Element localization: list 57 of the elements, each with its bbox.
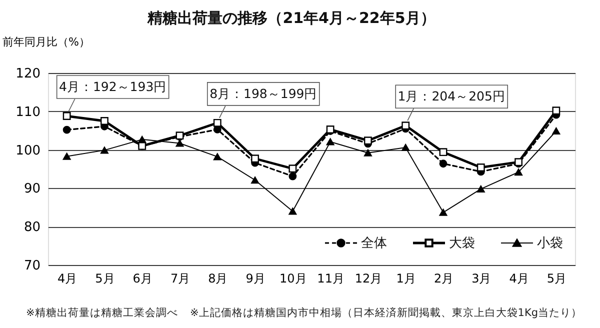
text: ※上記価格は精糖国内市中相場（日本経済新聞掲載、東京上白大袋1Kg当たり）: [190, 306, 582, 319]
point: [439, 160, 448, 168]
point: [100, 146, 108, 154]
annotation: 8月：198～199円: [210, 86, 318, 101]
point: [176, 140, 184, 147]
point: [213, 153, 222, 160]
point: [62, 152, 71, 160]
point: [514, 168, 522, 176]
x-tick-label: 10月: [280, 272, 307, 286]
y-axis-title: 前年同月比（%）: [2, 36, 90, 48]
y-tick-label: 120: [16, 66, 40, 82]
annotation: 4月：192～193円: [58, 79, 167, 94]
x-tick-label: 5月: [546, 272, 566, 286]
point: [439, 148, 448, 156]
point: [288, 208, 297, 215]
point: [62, 126, 71, 134]
point: [476, 185, 485, 192]
chart-title: 精糖出荷量の推移（21年4月～22年5月）: [146, 9, 436, 27]
point: [288, 172, 297, 180]
point: [100, 117, 108, 125]
y-tick-label: 80: [24, 220, 40, 236]
x-tick-label: 8月: [208, 272, 228, 286]
point: [364, 149, 372, 156]
x-tick-label: 3月: [472, 272, 492, 286]
legend-label: 全体: [361, 236, 387, 251]
point: [138, 136, 146, 143]
y-tick-label: 70: [24, 258, 40, 274]
x-tick-label: 6月: [132, 272, 152, 286]
legend-label: 大袋: [449, 236, 475, 251]
x-tick-label: 4月: [509, 272, 529, 286]
x-tick-label: 7月: [170, 272, 190, 286]
x-tick-label: 2月: [434, 272, 454, 286]
point: [326, 138, 334, 146]
point: [251, 176, 259, 184]
y-tick-label: 90: [24, 182, 40, 197]
point: [251, 154, 259, 163]
x-tick-label: 4月: [58, 272, 78, 286]
point: [288, 164, 297, 173]
point: [552, 106, 560, 115]
annotation: 1月：204～205円: [398, 88, 506, 104]
point: [62, 112, 71, 120]
point: [364, 136, 372, 145]
point: [402, 122, 410, 130]
x-tick-label: 5月: [95, 272, 115, 286]
legend-label: 小袋: [537, 236, 563, 251]
x-tick-label: 12月: [354, 272, 382, 286]
point: [552, 127, 560, 134]
x-tick-label: 9月: [246, 272, 266, 286]
x-tick-label: 11月: [317, 272, 344, 286]
point: [402, 144, 410, 151]
point: [476, 164, 485, 172]
y-tick-label: 110: [16, 104, 40, 120]
y-tick-label: 100: [16, 143, 40, 158]
point: [439, 208, 448, 216]
point: [213, 118, 222, 127]
x-tick-label: 1月: [396, 272, 416, 286]
text: ※精糖出荷量は精糖工業会調べ: [26, 306, 178, 319]
